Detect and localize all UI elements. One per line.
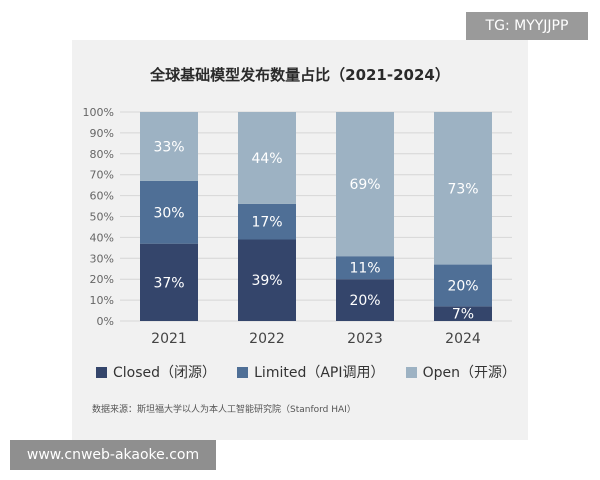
legend-swatch-limited [237,366,249,378]
bar-segment [140,180,198,244]
data-label: 20% [447,278,478,294]
bar-segment [434,306,492,321]
y-tick-label: 60% [90,190,114,203]
data-label: 69% [349,177,380,193]
data-label: 17% [251,215,282,231]
data-label: 20% [349,293,380,309]
chart-title: 全球基础模型发布数量占比（2021-2024） [150,66,450,84]
data-label: 73% [447,181,478,197]
bar-segment [434,112,492,265]
x-tick-label: 2023 [347,331,383,347]
bar-segment [140,112,198,181]
data-label: 7% [452,307,474,323]
chart-plot: 0% 10% 20% 30% 40% 50% 60% 70% 80% 90% 100% 37% 30% 3… [83,106,512,347]
legend-item-open: Open（开源） [405,362,516,382]
legend-swatch-closed [96,366,107,378]
bar-segment [336,112,394,257]
y-tick-label: 20% [90,273,114,286]
bar-segment [238,239,296,321]
legend-label-open: Open（开源） [422,365,516,381]
data-label: 37% [153,275,184,291]
y-tick-label: 50% [90,211,114,224]
legend-item-closed: Closed（闭源） [96,362,216,382]
bar-segment [140,243,198,321]
bar-segment [434,264,492,307]
x-tick-label: 2022 [249,331,285,347]
data-label: 11% [349,261,380,277]
bar-segment [238,203,296,240]
chart-legend: Closed（闭源） Limited（API调用） Open（开源） [96,362,516,382]
y-tick-label: 10% [90,294,114,307]
y-tick-label: 40% [90,231,114,244]
bar-segment [336,279,394,321]
bar-segment [238,112,296,204]
y-tick-label: 70% [90,169,114,182]
data-label: 44% [251,151,282,167]
data-label: 30% [153,205,184,221]
data-label: 33% [153,139,184,155]
legend-swatch-open [405,366,417,378]
legend-item-limited: Limited（API调用） [237,362,384,382]
y-tick-label: 80% [90,148,114,161]
y-tick-label: 0% [97,315,114,328]
legend-label-limited: Limited（API调用） [254,365,385,381]
y-tick-label: 90% [90,127,114,140]
x-tick-label: 2024 [445,331,481,347]
bar-segment [336,256,394,280]
x-tick-label: 2021 [151,331,187,347]
watermark-bottom: www.cnweb-akaoke.com [10,440,216,470]
y-tick-label: 100% [83,106,114,119]
y-tick-label: 30% [90,252,114,265]
chart-card: 全球基础模型发布数量占比（2021-2024） 0% 10% 20% 30% 40% 50… [72,40,528,440]
watermark-top: TG: MYYJJPP [466,12,588,40]
chart-source: 数据来源：斯坦福大学以人为本人工智能研究院（Stanford HAI） [92,405,356,415]
legend-label-closed: Closed（闭源） [113,365,217,381]
data-label: 39% [251,273,282,289]
